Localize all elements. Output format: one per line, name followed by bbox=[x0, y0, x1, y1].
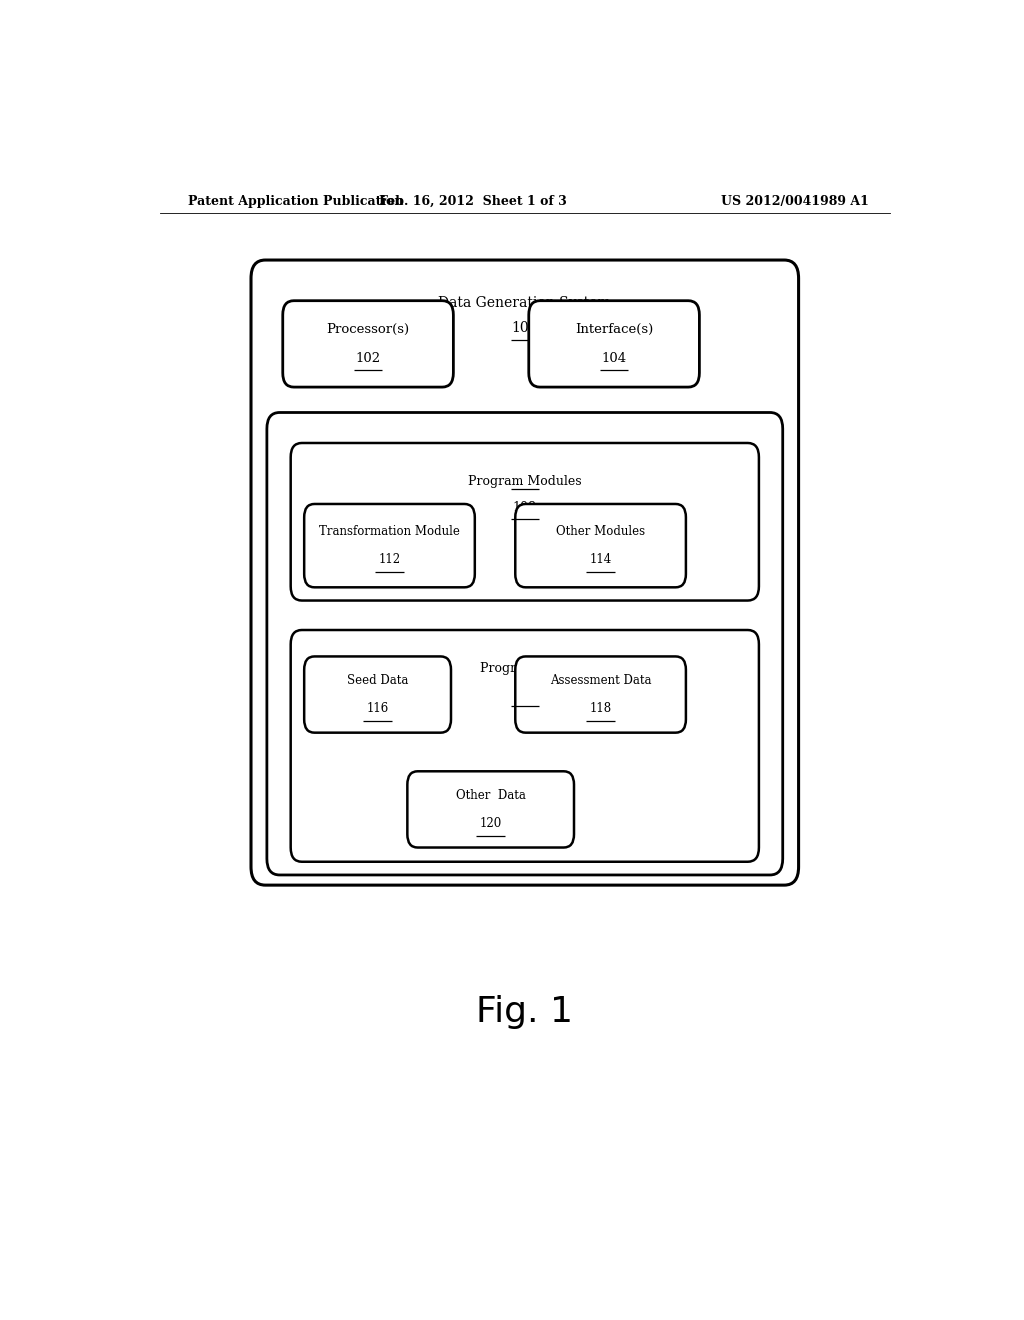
Text: Processor(s): Processor(s) bbox=[327, 323, 410, 337]
Text: 108: 108 bbox=[513, 500, 537, 513]
Text: 120: 120 bbox=[479, 817, 502, 830]
Text: 112: 112 bbox=[379, 553, 400, 566]
Text: Assessment Data: Assessment Data bbox=[550, 673, 651, 686]
FancyBboxPatch shape bbox=[304, 656, 451, 733]
Text: Other  Data: Other Data bbox=[456, 788, 525, 801]
Text: Other Modules: Other Modules bbox=[556, 525, 645, 539]
FancyBboxPatch shape bbox=[408, 771, 574, 847]
Text: Fig. 1: Fig. 1 bbox=[476, 995, 573, 1030]
Text: 104: 104 bbox=[601, 351, 627, 364]
FancyBboxPatch shape bbox=[515, 656, 686, 733]
FancyBboxPatch shape bbox=[283, 301, 454, 387]
Text: 114: 114 bbox=[590, 553, 611, 566]
FancyBboxPatch shape bbox=[291, 630, 759, 862]
Text: 116: 116 bbox=[367, 702, 389, 715]
Text: Memory: Memory bbox=[496, 444, 554, 458]
Text: 100: 100 bbox=[512, 321, 538, 335]
FancyBboxPatch shape bbox=[515, 504, 686, 587]
FancyBboxPatch shape bbox=[267, 412, 782, 875]
Text: Program Modules: Program Modules bbox=[468, 475, 582, 488]
Text: 118: 118 bbox=[590, 702, 611, 715]
Text: Seed Data: Seed Data bbox=[347, 673, 409, 686]
FancyBboxPatch shape bbox=[251, 260, 799, 886]
Text: 102: 102 bbox=[355, 351, 381, 364]
FancyBboxPatch shape bbox=[528, 301, 699, 387]
Text: Program Data: Program Data bbox=[480, 663, 569, 675]
Text: Interface(s): Interface(s) bbox=[574, 323, 653, 337]
Text: Patent Application Publication: Patent Application Publication bbox=[187, 194, 403, 207]
Text: Data Generation System: Data Generation System bbox=[438, 296, 611, 310]
Text: Transformation Module: Transformation Module bbox=[319, 525, 460, 539]
FancyBboxPatch shape bbox=[291, 444, 759, 601]
Text: 106: 106 bbox=[512, 470, 538, 483]
FancyBboxPatch shape bbox=[304, 504, 475, 587]
Text: US 2012/0041989 A1: US 2012/0041989 A1 bbox=[721, 194, 868, 207]
Text: Feb. 16, 2012  Sheet 1 of 3: Feb. 16, 2012 Sheet 1 of 3 bbox=[379, 194, 567, 207]
Text: 110: 110 bbox=[513, 688, 537, 701]
